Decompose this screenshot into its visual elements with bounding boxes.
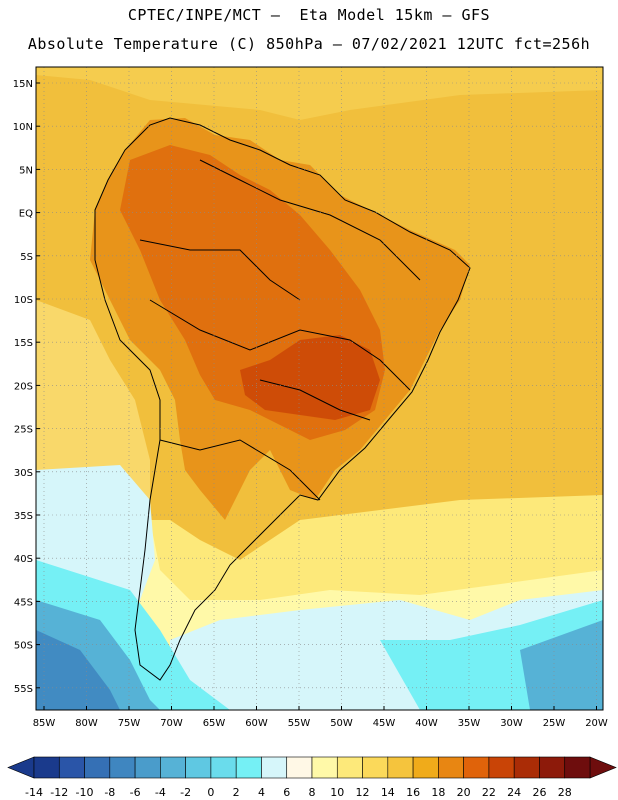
lon-label: 45W [373,718,396,729]
colorbar-tick-label: 12 [356,786,370,799]
lat-label: EQ [19,209,33,220]
colorbar-swatch [362,756,389,779]
colorbar-swatch [539,756,566,779]
colorbar-swatch [286,756,313,779]
colorbar-tick-label: -4 [155,786,166,799]
lat-label: 35S [14,511,33,522]
colorbar-tick-label: -10 [76,786,94,799]
lon-label: 50W [330,718,353,729]
colorbar-swatch [412,756,439,779]
colorbar-swatch [84,756,111,779]
lon-label: 20W [585,718,608,729]
colorbar-tick-label: 0 [207,786,214,799]
lat-label: 15S [14,338,33,349]
colorbar-tick-label: 24 [507,786,521,799]
colorbar-swatch [336,756,363,779]
colorbar-tick-label: 2 [233,786,240,799]
colorbar-swatch [160,756,186,779]
colorbar-tick-label: -14 [25,786,43,799]
colorbar-tick-label: 14 [381,786,395,799]
colorbar-tick-label: 18 [431,786,445,799]
lon-label: 80W [75,718,98,729]
longitude-labels: 85W 80W 75W 70W 65W 60W 55W 50W 45W 40W 35W 30W 25W 2… [33,706,608,729]
lat-label: 10N [13,122,33,133]
colorbar: -14 -12 -10 -8 -6 -4 -2 0 2 4 6 8 10 12 14 16 18 20 22 24 26… [7,756,617,799]
latitude-labels: 15N 10N 5N EQ 5S 10S 15S 20S 25S 30S 35S 40S 45S 50S 5… [13,79,40,695]
colorbar-tick-label: 16 [406,786,420,799]
colorbar-swatch [33,756,60,779]
lat-label: 55S [14,684,33,695]
coastlines-borders [94,117,471,681]
colorbar-swatch [311,756,338,779]
colorbar-tick-label: 22 [482,786,496,799]
lat-label: 25S [14,425,33,436]
colorbar-swatch [210,756,237,779]
chart-title-line1: CPTEC/INPE/MCT – Eta Model 15km – GFS [127,6,491,24]
cold-cyan-band [36,560,603,710]
colorbar-swatch [109,756,136,779]
colorbar-tick-label: 8 [309,786,316,799]
colorbar-tick-label: 26 [532,786,546,799]
colorbar-swatch [438,756,464,779]
temperature-field [36,67,603,710]
colorbar-tick-label: -2 [180,786,191,799]
colorbar-tick-label: 20 [457,786,471,799]
colorbar-swatch [564,756,591,779]
lat-label: 5N [19,165,33,176]
chart-title-line2: Absolute Temperature (C) 850hPa – 07/02/… [27,35,591,53]
colorbar-tick-label: -6 [130,786,141,799]
lat-label: 15N [13,79,33,90]
lon-label: 30W [500,718,523,729]
colorbar-swatch [488,756,515,779]
lat-label: 40S [14,554,33,565]
lat-label: 50S [14,641,33,652]
colorbar-arrow-left [7,756,35,779]
lon-label: 85W [33,718,56,729]
colorbar-swatch [58,756,85,779]
pacific-warm-band [36,300,150,520]
colorbar-swatch [134,756,161,779]
graticule [36,67,603,710]
colorbar-tick-label: -8 [104,786,115,799]
lat-label: 30S [14,468,33,479]
lat-label: 20S [14,381,33,392]
lon-label: 60W [245,718,268,729]
lon-label: 65W [203,718,226,729]
lat-label: 5S [20,252,33,263]
lon-label: 55W [288,718,311,729]
colorbar-swatch [261,756,288,779]
north-band [36,67,603,120]
lon-label: 35W [458,718,481,729]
colorbar-tick-label: -12 [50,786,68,799]
colorbar-swatch [463,756,490,779]
lat-label: 45S [14,597,33,608]
coldest-band [36,630,120,710]
colorbar-swatch [513,756,540,779]
colorbar-tick-label: 4 [258,786,265,799]
lon-label: 70W [160,718,183,729]
colorbar-swatch [185,756,212,779]
colorbar-swatch [235,756,262,779]
lat-label: 10S [14,295,33,306]
colorbar-tick-label: 6 [283,786,290,799]
land-hottest-core [240,335,380,420]
colorbar-arrow-right [589,756,617,779]
colorbar-tick-label: 10 [330,786,344,799]
lon-label: 75W [118,718,141,729]
lon-label: 40W [415,718,438,729]
colorbar-swatch [387,756,414,779]
map-frame [35,66,604,711]
lon-label: 25W [543,718,566,729]
colorbar-tick-label: 28 [558,786,572,799]
